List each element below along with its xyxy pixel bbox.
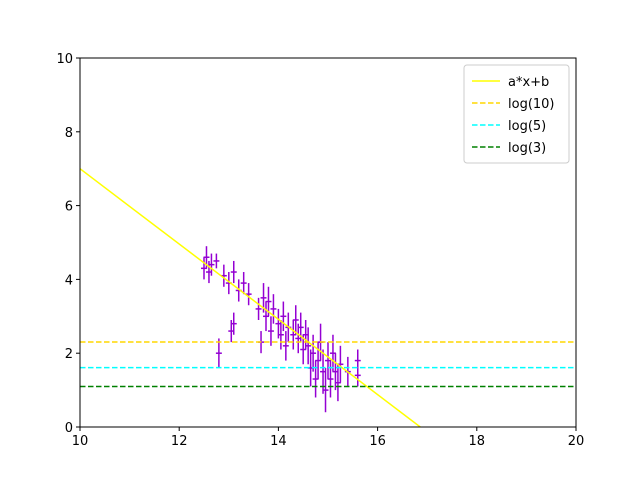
legend-label: a*x+b <box>508 75 549 90</box>
y-tick-label: 8 <box>65 126 73 141</box>
x-tick-label: 20 <box>568 434 585 449</box>
legend-label: log(5) <box>508 119 546 134</box>
axes: 10 12 14 16 18 20 0 2 4 6 8 10 <box>56 52 584 449</box>
axes-frame <box>79 57 577 428</box>
x-tick-label: 12 <box>171 434 188 449</box>
y-tick-label: 4 <box>65 273 73 288</box>
x-tick-label: 18 <box>469 434 486 449</box>
y-tick-label: 0 <box>65 421 73 436</box>
x-tick-label: 14 <box>270 434 287 449</box>
legend-label: log(3) <box>508 141 546 156</box>
x-tick-label: 16 <box>369 434 386 449</box>
plot-area <box>80 168 576 427</box>
y-tick-label: 2 <box>65 347 73 362</box>
legend-label: log(10) <box>508 97 555 112</box>
legend-box <box>463 64 570 164</box>
legend: a*x+b log(10) log(5) log(3) <box>463 64 570 164</box>
fit-line <box>80 168 421 427</box>
y-tick-label: 6 <box>65 200 73 215</box>
x-tick-label: 10 <box>72 434 89 449</box>
y-tick-label: 10 <box>56 52 73 67</box>
